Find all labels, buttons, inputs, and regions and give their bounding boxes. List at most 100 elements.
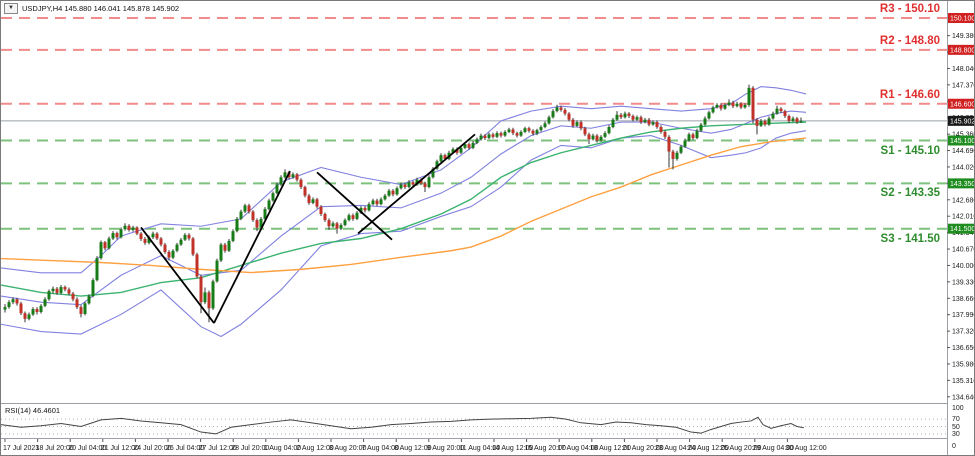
price-badge-resistance (948, 13, 974, 23)
candle-bearish (587, 134, 591, 140)
candle-bullish (523, 128, 527, 132)
candle-bearish (511, 129, 515, 134)
chevron-down-icon: ▼ (8, 5, 14, 11)
candle-bullish (407, 182, 411, 188)
candle-bearish (787, 116, 791, 121)
candle-bullish (43, 299, 47, 306)
candle-bullish (83, 303, 87, 314)
candle-bearish (531, 130, 535, 134)
candle-bearish (299, 179, 303, 188)
candle-bullish (699, 124, 703, 131)
candle-bullish (555, 107, 559, 112)
candle-bullish (675, 152, 679, 159)
candle-bullish (343, 220, 347, 226)
candle-bullish (347, 215, 351, 221)
candle-bullish (231, 231, 235, 241)
candle-bullish (183, 234, 187, 240)
time-tick-label: 17 Aug 04:00 (557, 445, 598, 452)
candle-bullish (219, 244, 223, 261)
candle-bearish (19, 303, 23, 314)
candle-bearish (583, 128, 587, 135)
candle-bearish (363, 207, 367, 211)
candle-bearish (75, 299, 79, 308)
candle-bullish (275, 184, 279, 194)
price-tick-label: 139.330 (952, 279, 975, 286)
candle-bearish (419, 179, 423, 184)
candle-bullish (475, 139, 479, 143)
candle-bullish (131, 227, 135, 230)
price-tick-label: 138.660 (952, 296, 975, 303)
candle-bullish (747, 87, 751, 105)
price-tick-label: 140.000 (952, 263, 975, 270)
candle-bullish (59, 287, 63, 293)
candle-bullish (11, 299, 15, 303)
candle-bullish (535, 130, 539, 134)
time-tick-label: 18 Aug 12:00 (590, 445, 631, 452)
price-badge-label: 143.350 (950, 181, 975, 188)
pivot-label-r1: R1 - 146.60 (879, 88, 940, 101)
candle-bullish (123, 225, 127, 230)
rsi-line (1, 416, 805, 435)
candle-bearish (515, 133, 519, 136)
candle-bullish (495, 133, 499, 137)
candle-bullish (283, 172, 287, 178)
candle-bullish (87, 296, 91, 304)
candle-bullish (291, 174, 295, 178)
candle-bullish (539, 127, 543, 131)
candle-bearish (163, 244, 167, 252)
time-tick-label: 21 Aug 20:00 (622, 445, 663, 452)
candle-bullish (471, 142, 475, 148)
price-badge-label: 145.902 (950, 118, 975, 125)
candle-bullish (27, 314, 31, 319)
candle-bullish (451, 149, 455, 153)
candle-bearish (139, 233, 143, 239)
price-tick-label: 140.670 (952, 247, 975, 254)
candle-bearish (671, 151, 675, 159)
price-tick-label: 144.690 (952, 148, 975, 155)
time-tick-label: 23 Aug 04:00 (655, 445, 696, 452)
candle-bullish (331, 223, 335, 227)
trendlines-group[interactable] (140, 133, 476, 324)
price-badge-label: 150.100 (950, 16, 975, 23)
pivot-label-r2: R2 - 148.80 (879, 34, 940, 47)
candle-bearish (67, 289, 71, 294)
candle-bearish (579, 122, 583, 129)
price-badge-support (948, 178, 974, 189)
candle-bullish (107, 238, 111, 249)
symbol-dropdown-button[interactable]: ▼ (4, 3, 18, 14)
pivot-label-r3: R3 - 150.10 (879, 3, 940, 15)
candle-bullish (695, 130, 699, 139)
trendline[interactable] (357, 133, 476, 235)
candle-bullish (503, 131, 507, 136)
trendline[interactable] (316, 171, 393, 241)
candle-bearish (207, 292, 211, 309)
candle-bullish (383, 195, 387, 200)
candle-bullish (759, 120, 763, 126)
price-tick-label: 137.320 (952, 329, 975, 336)
candle-bearish (295, 174, 299, 180)
candle-bullish (415, 179, 419, 185)
price-tick-label: 136.650 (952, 345, 975, 352)
price-tick-label: 149.380 (952, 33, 975, 40)
candle-bullish (463, 144, 467, 148)
candle-bearish (115, 233, 119, 238)
candle-bullish (211, 281, 215, 309)
candle-bullish (623, 113, 627, 118)
candle-bearish (639, 117, 643, 123)
candle-bearish (223, 244, 227, 251)
candle-bearish (763, 120, 767, 125)
trendline[interactable] (140, 226, 215, 324)
rsi-scale-label: 100 (952, 405, 964, 412)
pivot-label-s1: S1 - 145.10 (880, 144, 940, 157)
time-tick-label: 21 Jul 12:00 (101, 445, 139, 452)
candle-bullish (379, 199, 383, 205)
candle-bearish (499, 133, 503, 136)
candle-bullish (355, 212, 359, 219)
trendline[interactable] (213, 170, 291, 324)
candle-bullish (215, 260, 219, 282)
price-badge-label: 146.600 (950, 101, 975, 108)
candle-bearish (667, 136, 671, 152)
